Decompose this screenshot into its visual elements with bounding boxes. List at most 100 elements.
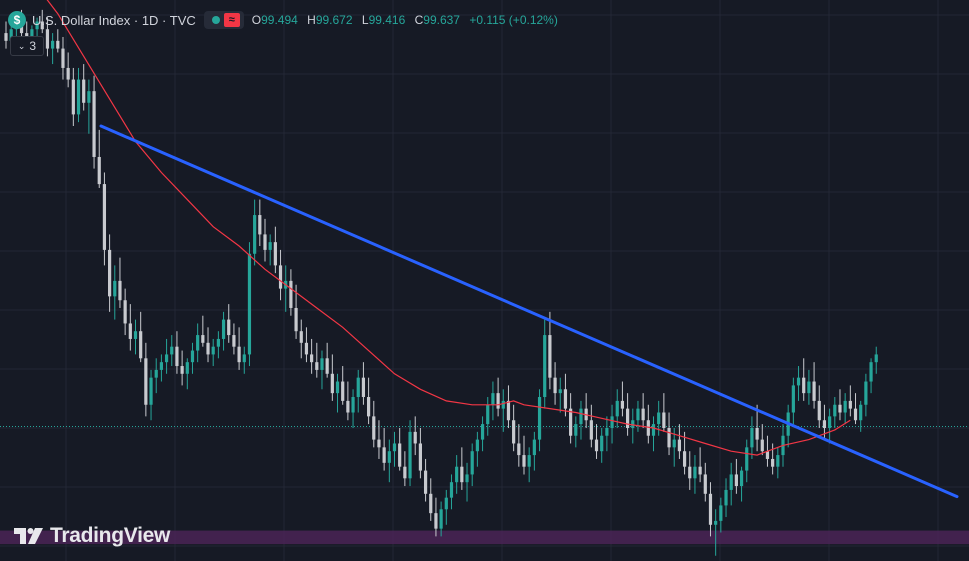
- candle-down: [289, 280, 293, 308]
- candle-up: [833, 404, 837, 417]
- candle-down: [278, 265, 283, 289]
- candle-down: [304, 342, 309, 355]
- candle-up: [449, 482, 454, 498]
- low-value: 99.416: [368, 13, 406, 27]
- candle-up: [439, 509, 443, 529]
- candle-up: [776, 455, 780, 467]
- candle-up: [739, 470, 744, 487]
- candle-down: [848, 400, 852, 409]
- candle-down: [273, 242, 277, 266]
- candle-up: [796, 377, 801, 386]
- candle-up: [574, 424, 578, 436]
- candle-down: [760, 439, 764, 452]
- candle-down: [237, 346, 241, 363]
- candle-down: [108, 249, 112, 297]
- candle-down: [56, 40, 60, 49]
- candle-up: [486, 404, 490, 425]
- candle-down: [294, 307, 298, 332]
- candle-down: [403, 466, 407, 479]
- candle-up: [76, 79, 81, 115]
- candle-down: [128, 323, 132, 339]
- candle-up: [268, 242, 272, 250]
- candle-down: [434, 513, 438, 529]
- candle-up: [247, 253, 252, 355]
- candle-down: [734, 474, 738, 487]
- status-pill[interactable]: ≈: [203, 11, 244, 29]
- candle-up: [859, 404, 863, 421]
- candle-down: [330, 373, 334, 394]
- candle-up: [30, 29, 34, 37]
- candle-down: [263, 234, 267, 250]
- market-status-dot-icon: [211, 16, 220, 24]
- trendline-drawing[interactable]: [99, 124, 959, 499]
- candle-up: [828, 416, 832, 428]
- candle-down: [594, 439, 599, 452]
- candle-up: [455, 466, 459, 483]
- tradingview-logo[interactable]: TradingView: [14, 524, 170, 548]
- candle-down: [206, 342, 210, 355]
- change-value: +0.115 (+0.12%): [469, 13, 558, 27]
- candle-down: [755, 427, 759, 440]
- candle-up: [657, 412, 661, 425]
- candle-down: [97, 156, 101, 185]
- candle-up: [480, 424, 485, 440]
- candle-down: [708, 493, 713, 525]
- candle-down: [429, 493, 433, 514]
- candle-down: [563, 389, 568, 409]
- candle-up: [579, 408, 583, 425]
- candle-up: [610, 416, 614, 428]
- candle-up: [750, 427, 754, 448]
- candle-up: [693, 466, 697, 479]
- candle-down: [765, 451, 770, 459]
- candle-up: [631, 420, 635, 428]
- candle-up: [874, 354, 878, 363]
- candle-down: [496, 393, 500, 409]
- candle-down: [569, 408, 573, 436]
- candle-down: [92, 91, 96, 157]
- candle-down: [341, 381, 345, 401]
- candle-down: [144, 358, 148, 405]
- candle-down: [838, 404, 842, 413]
- candle-down: [258, 215, 262, 235]
- symbol-title[interactable]: U.S. Dollar Index · 1D · TVC: [32, 12, 196, 28]
- candle-down: [506, 400, 511, 421]
- candle-down: [180, 366, 184, 374]
- candle-up: [672, 439, 676, 448]
- candle-up: [190, 350, 195, 363]
- logo-text: TradingView: [50, 524, 171, 547]
- candle-up: [791, 385, 795, 413]
- candle-down: [553, 377, 557, 394]
- symbol-badge[interactable]: $: [8, 11, 26, 29]
- candle-up: [729, 474, 733, 490]
- candle-down: [227, 319, 231, 336]
- support-zone: [0, 530, 969, 545]
- high-value: 99.672: [315, 13, 353, 27]
- candle-up: [242, 354, 246, 363]
- candle-down: [682, 451, 687, 467]
- candle-down: [40, 21, 44, 30]
- candle-down: [418, 443, 422, 471]
- candle-up: [444, 497, 448, 510]
- candle-up: [392, 443, 397, 452]
- chart-legend: $ U.S. Dollar Index · 1D · TVC ≈ O99.494…: [8, 9, 558, 31]
- candle-down: [201, 335, 205, 343]
- candle-up: [221, 319, 226, 339]
- candle-up: [35, 21, 39, 30]
- candle-down: [382, 447, 386, 463]
- candle-up: [196, 335, 200, 351]
- candle-down: [512, 420, 516, 444]
- candle-down: [522, 455, 526, 467]
- candle-down: [822, 420, 827, 428]
- indicator-count: 3: [29, 39, 37, 53]
- candle-up: [211, 346, 215, 355]
- candle-down: [118, 280, 122, 301]
- candle-up: [170, 346, 174, 355]
- candle-down: [646, 420, 650, 436]
- candle-up: [253, 215, 257, 254]
- candle-down: [662, 412, 666, 428]
- candle-up: [869, 362, 873, 382]
- candle-down: [123, 300, 127, 324]
- candle-up: [558, 389, 562, 394]
- indicators-toggle-button[interactable]: ⌄ 3: [10, 36, 44, 56]
